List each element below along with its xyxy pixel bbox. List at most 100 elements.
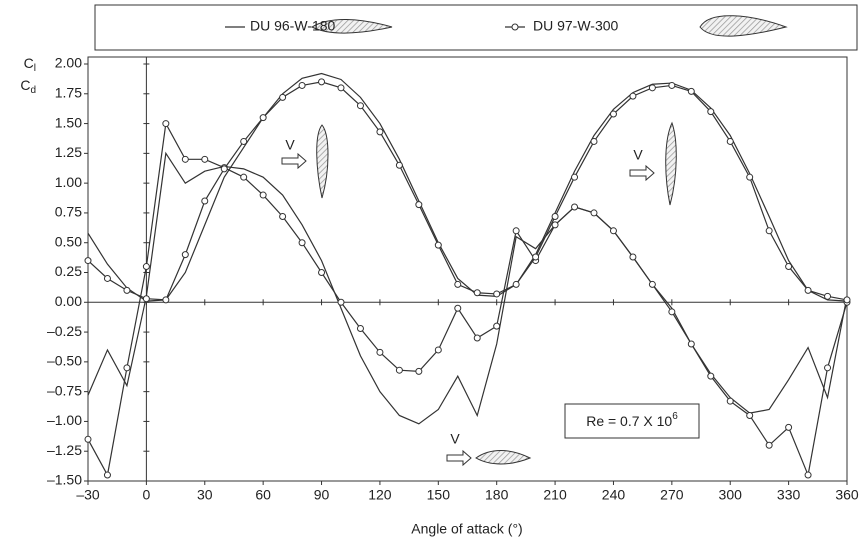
flow-indicator: V V V [281,121,677,467]
plot-frame [87,56,848,482]
y-label-text: C [24,55,34,71]
y-tick-label: 0.75 [55,204,82,220]
series-marker [473,334,481,342]
y-tick-label: 1.75 [55,84,82,100]
series-marker [473,289,481,297]
y-tick-label: 1.50 [55,114,82,130]
series-marker [162,120,170,128]
y-tick-label: 1.00 [55,174,82,190]
series-marker [590,137,598,145]
series-marker [668,308,676,316]
y-tick-label: 0.25 [55,263,82,279]
series-marker [668,81,676,89]
x-tick-label: 240 [602,487,626,503]
x-axis-label: Angle of attack (°) [411,521,522,537]
y-axis-label: Cd [20,77,36,96]
series-marker [824,292,832,300]
series-marker [181,251,189,259]
series-marker [123,286,131,294]
series-marker [551,221,559,229]
series-marker [123,364,131,372]
series-marker [240,173,248,181]
series-marker [103,274,111,282]
series-marker [785,263,793,271]
x-tick-label: 90 [314,487,330,503]
series-line [87,81,848,301]
series-marker [376,128,384,136]
x-tick-label: 330 [777,487,801,503]
series-marker [162,296,170,304]
series-marker [220,165,228,173]
series-marker [434,241,442,249]
series-marker [201,197,209,205]
series-marker [609,110,617,118]
series-marker [201,155,209,163]
annotation-sup: 6 [672,411,678,422]
series-marker [356,102,364,110]
series-marker [707,372,715,380]
series-marker [493,290,501,298]
series-marker [571,203,579,211]
series-marker [512,280,520,288]
series-marker [648,84,656,92]
y-tick-label: –0.75 [47,382,82,398]
series-marker [84,435,92,443]
legend-label: DU 96-W-180 [250,18,336,34]
x-tick-label: 120 [368,487,392,503]
series-marker [318,269,326,276]
x-tick-label: 30 [197,487,213,503]
annotation: Re = 0.7 X 106 [586,411,678,429]
series-marker [415,201,423,209]
series-marker [356,324,364,332]
series-marker [687,340,695,348]
flow-label: V [633,147,643,163]
series-marker [746,411,754,419]
series-marker [824,364,832,372]
series-marker [279,93,287,101]
series-line [87,151,848,425]
series-marker [765,441,773,449]
y-tick-label: –1.25 [47,442,82,458]
series-marker [454,304,462,312]
series-marker [648,280,656,288]
y-label-sub: d [30,85,36,96]
x-tick-label: 360 [835,487,859,503]
series-marker [415,367,423,375]
legend-label: DU 97-W-300 [533,18,619,34]
series-marker [746,173,754,181]
legend-box [94,4,858,51]
series-marker [337,298,345,306]
y-tick-label: 0.50 [55,233,82,249]
airfoil-icon [310,19,393,34]
series-marker [590,209,598,217]
y-label-sub: l [34,63,36,74]
x-tick-label: 300 [719,487,743,503]
series-marker [259,191,267,199]
series-marker [376,348,384,356]
series-marker [532,253,540,261]
annotation-box [564,403,700,439]
series-marker [337,84,345,92]
annotation-text: Re = 0.7 X 10 [586,413,672,429]
series-marker [142,295,150,303]
x-tick-label: 150 [427,487,451,503]
series-marker [259,114,267,122]
flow-label: V [450,431,460,447]
series-marker [279,213,287,221]
series-marker [687,87,695,95]
series-marker [318,78,326,86]
y-tick-label: –0.50 [47,353,82,369]
y-tick-label: –0.25 [47,323,82,339]
series-marker [726,137,734,145]
series-line [87,121,848,478]
y-tick-label: 0.00 [55,293,82,309]
series-marker [804,471,812,479]
flow-label: V [285,137,295,153]
series-marker [629,253,637,261]
series-marker [551,213,559,221]
series-marker [765,227,773,235]
series-marker [785,423,793,431]
series-marker [298,81,306,89]
series-marker [609,227,617,235]
